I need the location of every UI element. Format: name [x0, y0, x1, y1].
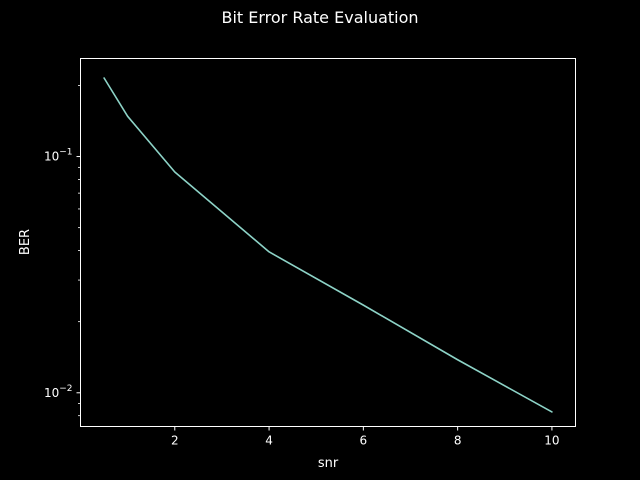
- y-tick-label-exponent: −1: [59, 148, 72, 158]
- x-tick-label: 2: [171, 434, 179, 448]
- y-tick-label-base: 10: [44, 386, 59, 400]
- chart-title: Bit Error Rate Evaluation: [221, 8, 418, 27]
- x-tick-label: 8: [454, 434, 462, 448]
- ber-series-line: [103, 77, 553, 413]
- x-tick-label: 6: [360, 434, 368, 448]
- y-tick-label-exponent: −2: [59, 384, 72, 394]
- y-axis-label: BER: [18, 229, 33, 255]
- y-tick-label: 10−1: [44, 148, 73, 164]
- x-axis-label: snr: [318, 456, 339, 471]
- series-group: [103, 77, 553, 413]
- y-tick-label: 10−2: [44, 384, 73, 400]
- x-tick-label: 10: [544, 434, 559, 448]
- y-tick-label-base: 10: [44, 150, 59, 164]
- x-tick-label: 4: [265, 434, 273, 448]
- plot-area-frame: [80, 58, 576, 427]
